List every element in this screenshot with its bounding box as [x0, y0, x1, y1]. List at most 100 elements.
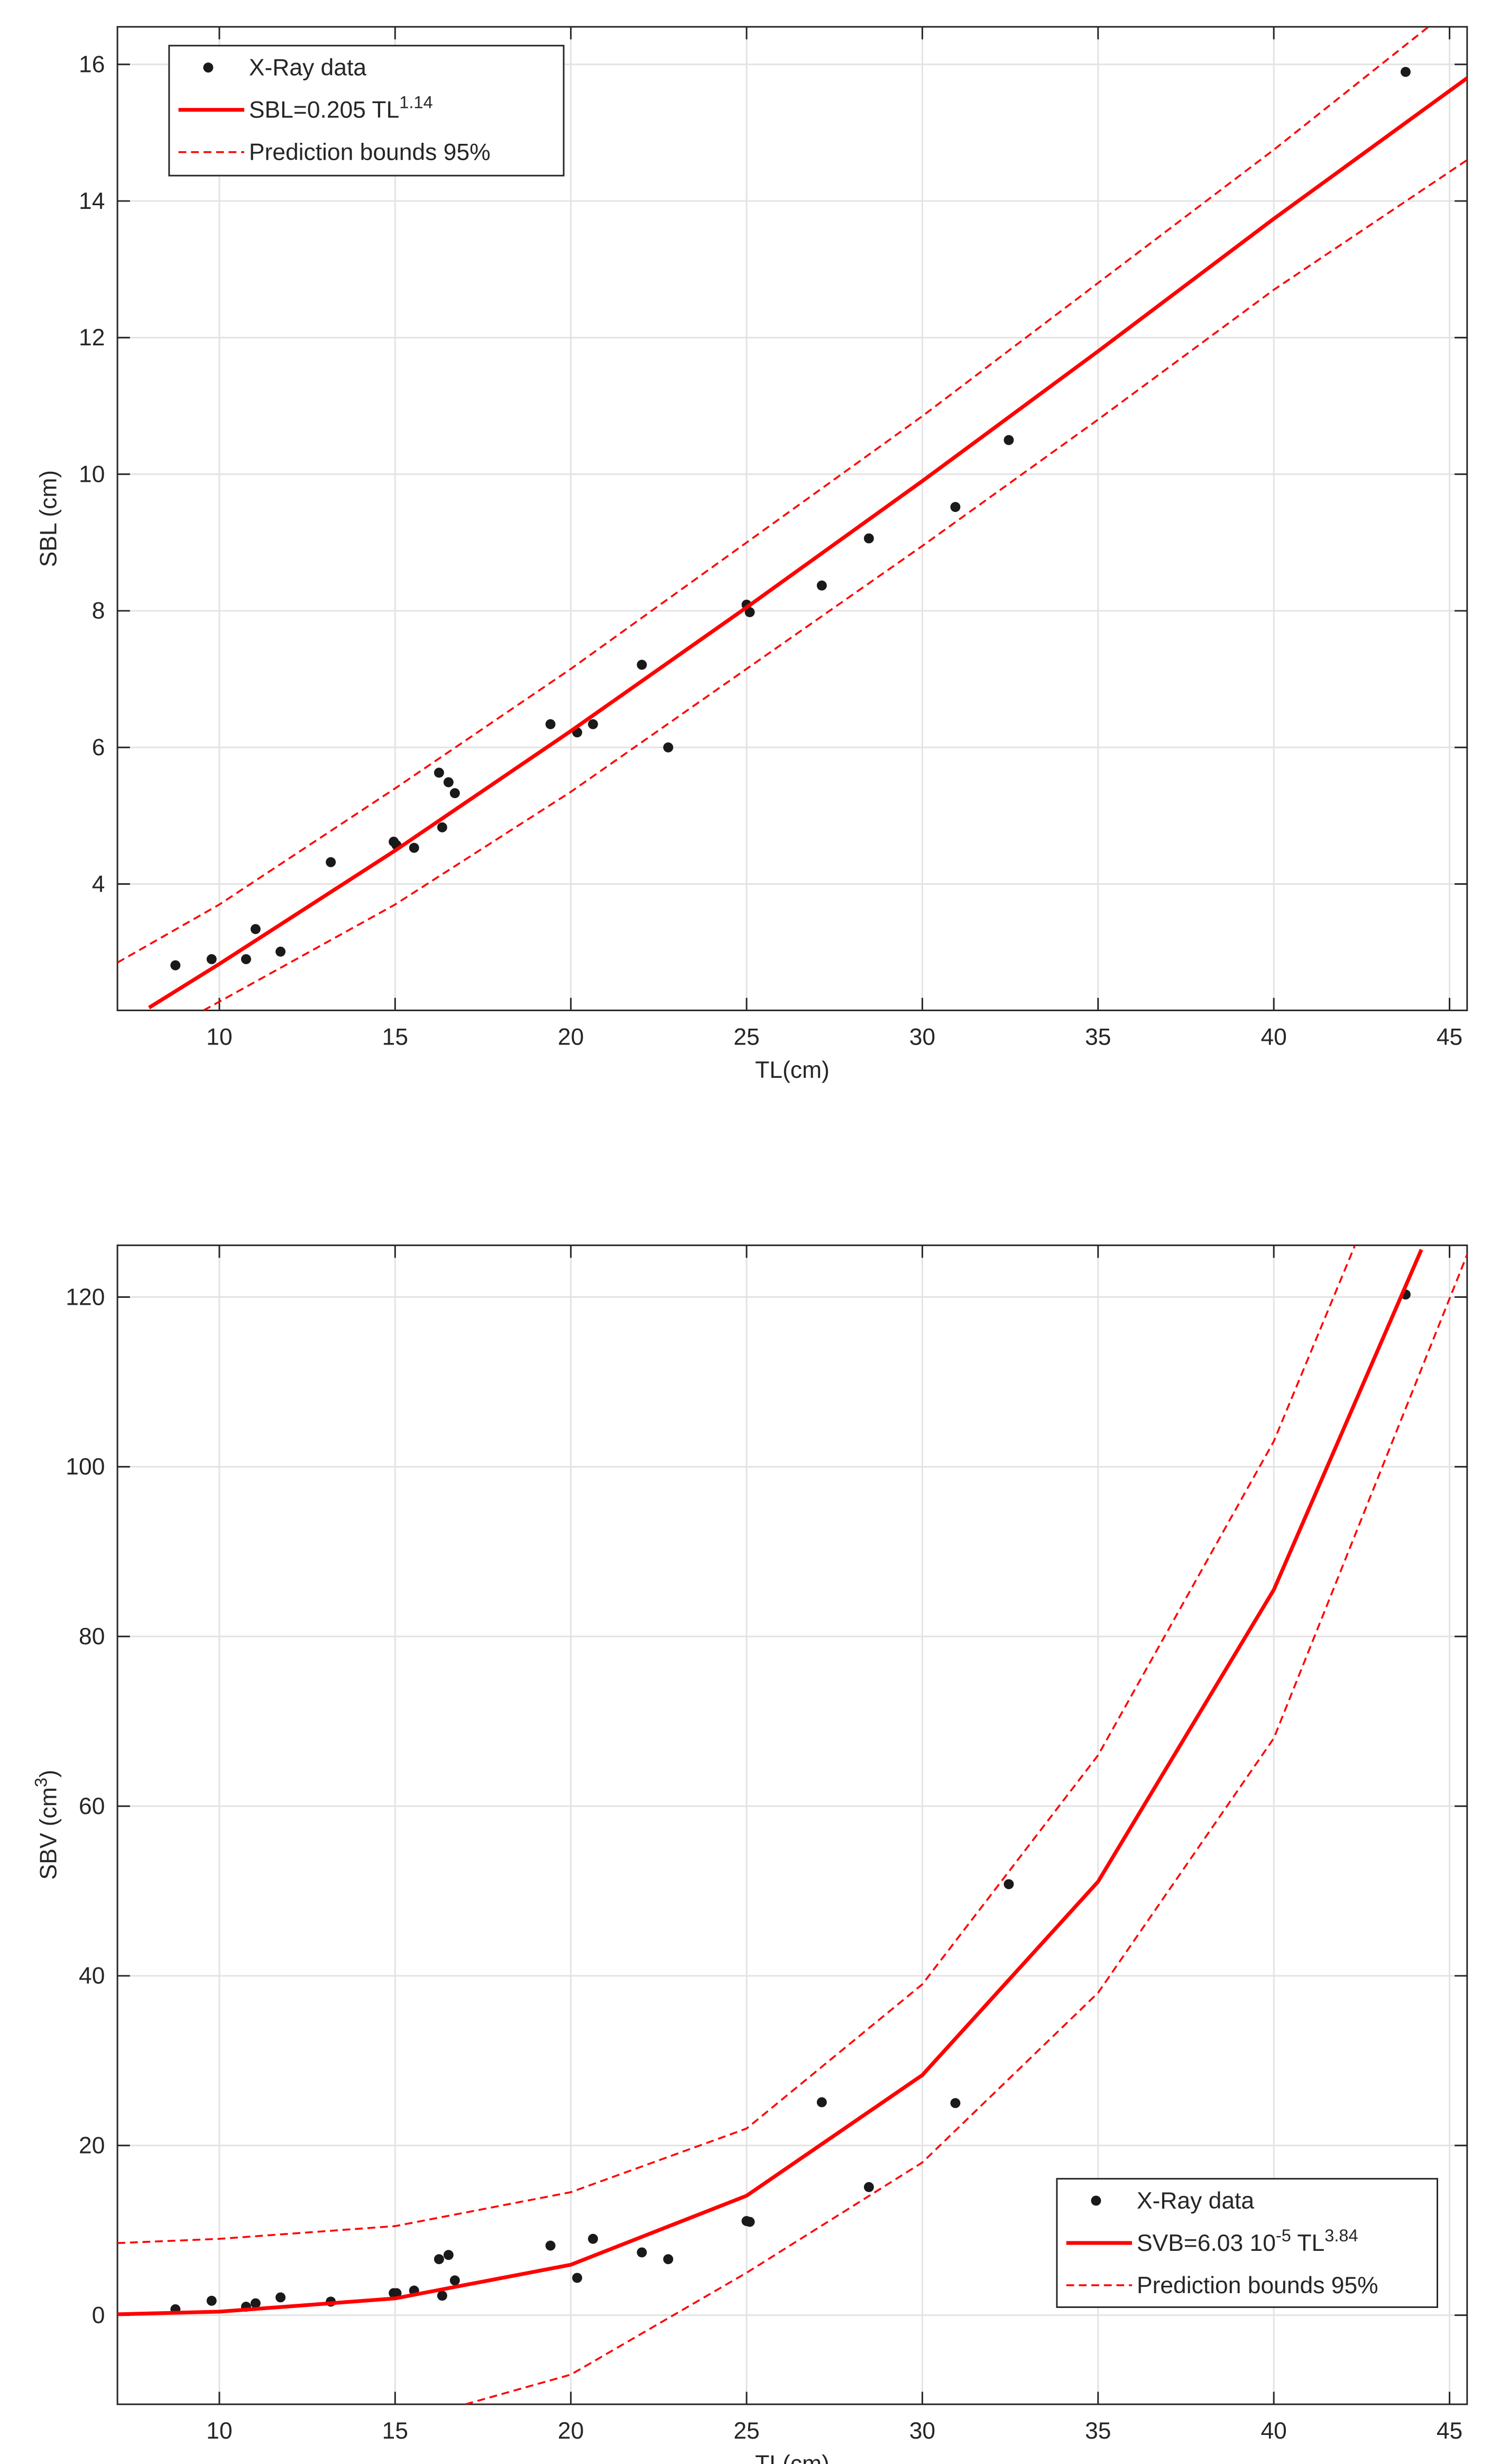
legend-label-part: 1.14	[399, 93, 432, 112]
x-tick-label: 30	[909, 2418, 935, 2444]
legend-label-part: X-Ray data	[249, 55, 366, 81]
legend-label: Prediction bounds 95%	[249, 139, 491, 165]
x-tick-label: 15	[382, 1024, 408, 1050]
data-point	[663, 2254, 674, 2265]
data-point	[434, 2254, 444, 2265]
y-tick-label: 6	[92, 735, 105, 761]
y-tick-label: 100	[66, 1454, 105, 1480]
legend-marker	[203, 62, 214, 73]
data-point	[863, 2182, 874, 2192]
data-point	[816, 2097, 827, 2108]
data-point	[637, 659, 647, 670]
legend-label: Prediction bounds 95%	[1137, 2273, 1378, 2298]
legend-label-part: TL	[1291, 2230, 1324, 2256]
x-tick-label: 40	[1260, 1024, 1286, 1050]
y-tick-label: 40	[79, 1963, 105, 1989]
data-point	[744, 607, 755, 618]
data-point	[545, 719, 556, 729]
y-axis-label-part: 3	[32, 1778, 51, 1787]
bound-line	[465, 1254, 1467, 2405]
y-tick-label: 120	[66, 1284, 105, 1310]
x-tick-label: 30	[909, 1024, 935, 1050]
y-axis-label-part: )	[36, 1770, 62, 1778]
plot-frame	[116, 1244, 1468, 2405]
y-tick-label: 14	[79, 188, 105, 214]
data-point	[206, 2295, 217, 2306]
chart-panel: 10 15 20 25 30 35 40 45 4 6 8 10 12 14 16 TL(cm) SBL (cm…	[36, 26, 1468, 1083]
x-tick-label: 15	[382, 2418, 408, 2444]
bound-line	[117, 1245, 1356, 2245]
data-point	[1004, 435, 1014, 445]
data-point	[663, 742, 674, 753]
x-tick-label: 10	[206, 2418, 232, 2444]
y-tick-label: 20	[79, 2133, 105, 2159]
legend-label-part: SVB=6.03 10	[1137, 2230, 1276, 2256]
x-tick-label: 45	[1437, 2418, 1462, 2444]
y-tick-label: 0	[92, 2302, 105, 2328]
y-tick-label: 16	[79, 52, 105, 78]
data-point	[241, 954, 251, 965]
x-tick-label: 45	[1437, 1024, 1462, 1050]
y-tick-label: 8	[92, 598, 105, 624]
legend-label: X-Ray data	[1137, 2188, 1254, 2214]
y-axis-label: SBV (cm3)	[32, 1770, 62, 1880]
data-point	[1004, 1879, 1014, 1890]
y-tick-label: 60	[79, 1793, 105, 1819]
data-point	[637, 2247, 647, 2258]
y-tick-label: 4	[92, 871, 105, 897]
x-tick-label: 20	[558, 2418, 584, 2444]
data-point	[744, 2216, 755, 2227]
data-point	[275, 946, 286, 957]
x-tick-label: 25	[733, 2418, 759, 2444]
data-point	[816, 580, 827, 591]
data-point	[250, 2298, 261, 2309]
data-point	[206, 954, 217, 965]
plot-area	[117, 1245, 1467, 2405]
chart-panel: 10 15 20 25 30 35 40 45 0 20 40 60 80 100 120 TL(cm) SBV…	[32, 1244, 1468, 2464]
data-point	[443, 777, 454, 787]
x-tick-label: 35	[1085, 1024, 1111, 1050]
legend-label-part: SBL=0.205 TL	[249, 97, 399, 123]
legend-label-part: X-Ray data	[1137, 2188, 1254, 2214]
data-point	[434, 767, 444, 778]
legend: X-Ray data SVB=6.03 10-5 TL3.84 Prediction…	[1056, 2178, 1439, 2308]
bound-line	[203, 159, 1467, 1011]
x-tick-label: 40	[1260, 2418, 1286, 2444]
data-point	[326, 857, 336, 867]
x-axis-label: TL(cm)	[755, 2451, 830, 2464]
data-point	[250, 924, 261, 935]
y-axis-label-part: SBV (cm	[36, 1787, 62, 1880]
legend-marker	[1091, 2195, 1101, 2206]
legend-label: SVB=6.03 10-5 TL3.84	[1137, 2226, 1358, 2256]
data-point	[437, 2291, 447, 2301]
y-tick-label: 12	[79, 325, 105, 351]
data-point	[170, 960, 181, 970]
legend-label-part: Prediction bounds 95%	[1137, 2273, 1378, 2298]
x-tick-label: 10	[206, 1024, 232, 1050]
plot-area	[117, 26, 1467, 1011]
y-axis-label-part: SBL (cm)	[36, 470, 62, 567]
legend-label-part: -5	[1276, 2226, 1291, 2245]
data-point	[572, 2273, 583, 2283]
y-tick-label: 80	[79, 1624, 105, 1650]
data-point	[443, 2250, 454, 2260]
data-point	[588, 719, 599, 729]
data-point	[950, 502, 961, 512]
legend-label: X-Ray data	[249, 55, 366, 81]
bound-line	[117, 26, 1429, 964]
plot-frame	[116, 26, 1468, 1011]
data-point	[863, 533, 874, 544]
legend-label-part: Prediction bounds 95%	[249, 139, 491, 165]
fit-line	[117, 1249, 1423, 2316]
x-tick-label: 35	[1085, 2418, 1111, 2444]
data-point	[409, 842, 419, 853]
data-point	[1401, 67, 1411, 77]
data-point	[449, 788, 460, 799]
x-tick-label: 25	[733, 1024, 759, 1050]
data-point	[275, 2292, 286, 2303]
x-axis-label: TL(cm)	[755, 1057, 830, 1083]
legend-label: SBL=0.205 TL1.14	[249, 93, 433, 123]
